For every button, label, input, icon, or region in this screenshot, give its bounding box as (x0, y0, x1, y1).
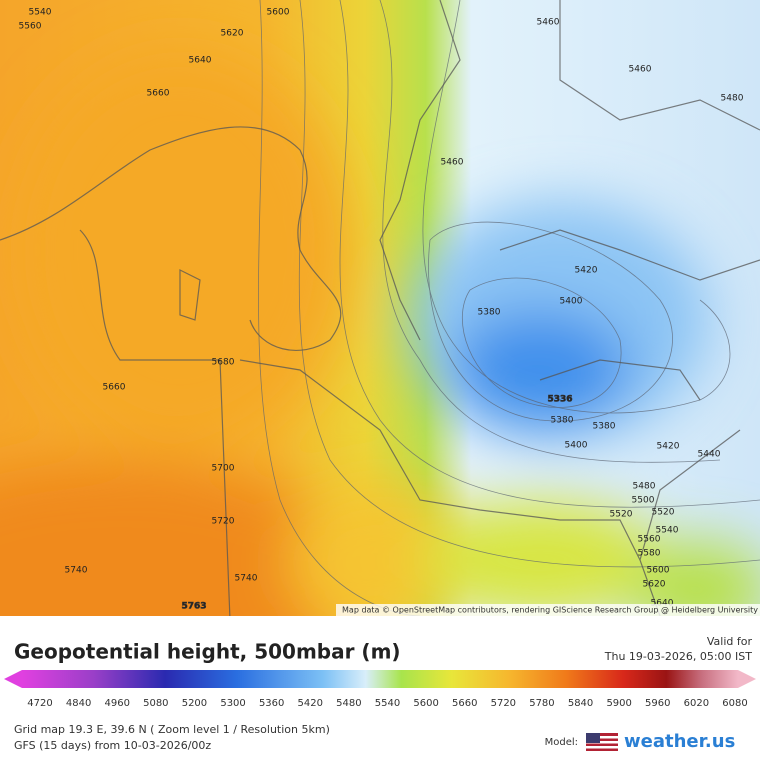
brand-logo[interactable]: weather.us (624, 731, 735, 752)
legend-label: 6080 (722, 698, 747, 709)
contour-label: 5400 (560, 297, 583, 307)
contour-label: 5560 (638, 535, 661, 545)
contour-label: 5380 (551, 416, 574, 426)
legend-label: 4840 (66, 698, 91, 709)
contour-label: 5380 (478, 308, 501, 318)
legend-label: 5720 (491, 698, 516, 709)
contour-label: 5740 (65, 566, 88, 576)
contour-label: 5560 (19, 22, 42, 32)
contour-labels: 5540556056005620564056605460546054805460… (19, 8, 744, 612)
contour-label: 5500 (632, 496, 655, 506)
contour-label: 5336 (547, 395, 572, 405)
contour-label: 5640 (651, 599, 674, 609)
contour-label: 5380 (593, 422, 616, 432)
contour-label: 5680 (212, 358, 235, 368)
contour-label: 5480 (721, 94, 744, 104)
model-label: Model: (545, 737, 578, 748)
contour-label: 5420 (575, 266, 598, 276)
contour-label: 5600 (647, 566, 670, 576)
legend-label: 5600 (413, 698, 438, 709)
title: Geopotential height, 500mbar (m) (14, 640, 401, 664)
valid-label: Valid for (707, 635, 753, 648)
contour-label: 5620 (221, 29, 244, 39)
valid-time: Thu 19-03-2026, 05:00 IST (604, 650, 753, 663)
contour-label: 5460 (537, 18, 560, 28)
contour-label: 5460 (441, 158, 464, 168)
legend-label: 5480 (336, 698, 361, 709)
legend-label: 5420 (298, 698, 323, 709)
legend-label: 5960 (645, 698, 670, 709)
contour-label: 5540 (29, 8, 52, 18)
map-attribution: Map data © OpenStreetMap contributors, r… (342, 606, 758, 615)
legend-label: 4720 (27, 698, 52, 709)
legend-label: 5780 (529, 698, 554, 709)
legend-label: 5540 (375, 698, 400, 709)
contour-label: 5520 (610, 510, 633, 520)
contour-label: 5440 (698, 450, 721, 460)
model-run: GFS (15 days) from 10-03-2026/00z (14, 739, 211, 752)
legend-label: 5200 (182, 698, 207, 709)
contour-label: 5620 (643, 580, 666, 590)
contour-label: 5540 (656, 526, 679, 536)
legend-label: 5360 (259, 698, 284, 709)
grid-info: Grid map 19.3 E, 39.6 N ( Zoom level 1 /… (14, 723, 330, 736)
contour-label: 5520 (652, 508, 675, 518)
legend-label: 5080 (143, 698, 168, 709)
contour-label: 5580 (638, 549, 661, 559)
color-bar (4, 670, 756, 688)
contour-label: 5720 (212, 517, 235, 527)
contour-label: 5660 (147, 89, 170, 99)
legend-labels: 4720 4840 4960 5080 5200 5300 5360 5420 5480 5540… (27, 698, 747, 709)
contour-label: 5600 (267, 8, 290, 18)
legend-label: 5840 (568, 698, 593, 709)
contour-label: 5763 (181, 602, 206, 612)
contour-label: 5460 (629, 65, 652, 75)
legend-label: 5300 (220, 698, 245, 709)
legend-label: 4960 (104, 698, 129, 709)
contour-label: 5400 (565, 441, 588, 451)
legend-label: 5900 (606, 698, 631, 709)
legend-label: 5660 (452, 698, 477, 709)
contour-label: 5660 (103, 383, 126, 393)
flag-icon (586, 733, 618, 751)
contour-label: 5640 (189, 56, 212, 66)
contour-label: 5480 (633, 482, 656, 492)
contour-label: 5740 (235, 574, 258, 584)
legend-label: 6020 (684, 698, 709, 709)
contour-label: 5420 (657, 442, 680, 452)
map: 5540556056005620564056605460546054805460… (0, 0, 760, 616)
contour-label: 5700 (212, 464, 235, 474)
